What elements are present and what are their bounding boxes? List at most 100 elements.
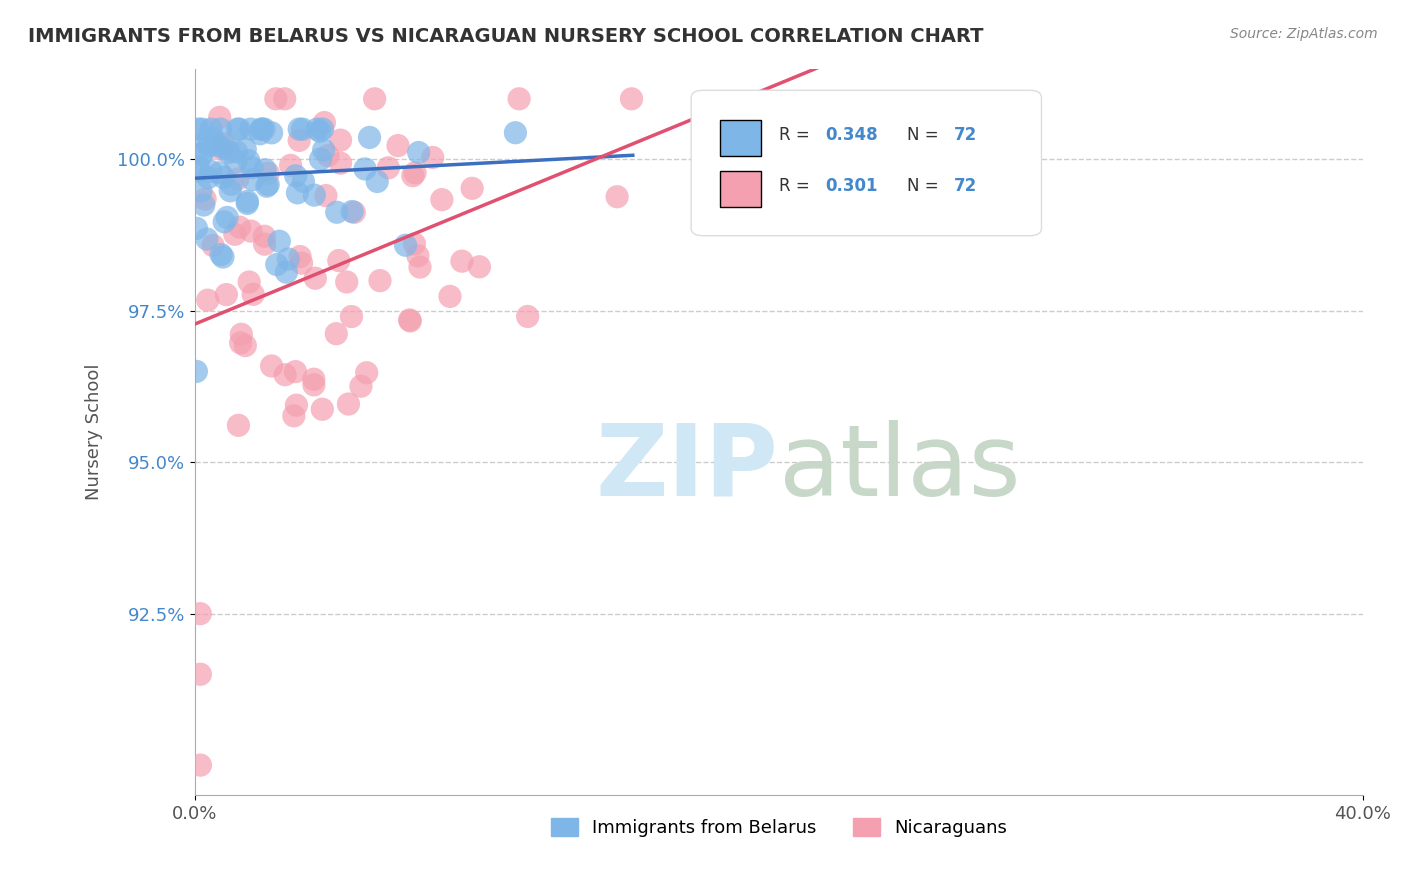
- Immigrants from Belarus: [212, 250, 235, 264]
- Nicaraguans: [231, 327, 253, 342]
- Text: 0.301: 0.301: [825, 178, 877, 195]
- Nicaraguans: [228, 418, 250, 433]
- Nicaraguans: [328, 253, 350, 268]
- Immigrants from Belarus: [253, 122, 276, 136]
- Nicaraguans: [280, 158, 302, 172]
- Nicaraguans: [337, 397, 360, 411]
- Immigrants from Belarus: [312, 143, 335, 157]
- Immigrants from Belarus: [287, 186, 309, 200]
- Nicaraguans: [336, 275, 359, 289]
- Nicaraguans: [329, 156, 352, 170]
- Nicaraguans: [398, 313, 420, 327]
- Nicaraguans: [208, 111, 231, 125]
- Immigrants from Belarus: [233, 142, 256, 156]
- Immigrants from Belarus: [408, 145, 430, 160]
- Text: N =: N =: [907, 127, 943, 145]
- Immigrants from Belarus: [236, 194, 259, 209]
- Immigrants from Belarus: [292, 174, 315, 188]
- Immigrants from Belarus: [309, 152, 332, 166]
- Nicaraguans: [190, 758, 212, 772]
- Nicaraguans: [329, 133, 352, 147]
- Nicaraguans: [325, 326, 347, 341]
- Nicaraguans: [257, 166, 280, 180]
- Nicaraguans: [194, 192, 217, 206]
- Immigrants from Belarus: [284, 169, 307, 183]
- Nicaraguans: [508, 92, 530, 106]
- Nicaraguans: [430, 193, 453, 207]
- Nicaraguans: [288, 133, 311, 147]
- Immigrants from Belarus: [191, 147, 214, 161]
- Nicaraguans: [253, 229, 276, 244]
- Nicaraguans: [229, 335, 252, 350]
- Immigrants from Belarus: [200, 164, 222, 178]
- Immigrants from Belarus: [197, 170, 219, 185]
- Immigrants from Belarus: [226, 122, 249, 136]
- Immigrants from Belarus: [249, 127, 271, 141]
- Nicaraguans: [422, 151, 444, 165]
- Immigrants from Belarus: [242, 172, 264, 186]
- Immigrants from Belarus: [209, 122, 232, 136]
- Immigrants from Belarus: [187, 164, 209, 178]
- Immigrants from Belarus: [250, 122, 273, 136]
- FancyBboxPatch shape: [720, 171, 761, 207]
- Nicaraguans: [468, 260, 491, 274]
- Nicaraguans: [215, 287, 238, 301]
- Immigrants from Belarus: [195, 232, 218, 246]
- Text: 0.348: 0.348: [825, 127, 879, 145]
- Immigrants from Belarus: [212, 215, 235, 229]
- Nicaraguans: [406, 249, 429, 263]
- Immigrants from Belarus: [228, 122, 250, 136]
- Nicaraguans: [451, 254, 474, 268]
- Nicaraguans: [314, 115, 336, 129]
- Nicaraguans: [264, 92, 287, 106]
- Text: R =: R =: [779, 178, 814, 195]
- Nicaraguans: [363, 92, 385, 106]
- Immigrants from Belarus: [225, 145, 247, 159]
- Immigrants from Belarus: [366, 174, 388, 188]
- Nicaraguans: [290, 256, 312, 270]
- Nicaraguans: [238, 275, 260, 289]
- Immigrants from Belarus: [209, 166, 232, 180]
- Immigrants from Belarus: [190, 122, 212, 136]
- Text: N =: N =: [907, 178, 943, 195]
- Immigrants from Belarus: [187, 122, 209, 136]
- Immigrants from Belarus: [257, 178, 280, 192]
- Immigrants from Belarus: [354, 161, 377, 176]
- Nicaraguans: [399, 314, 422, 328]
- Text: 72: 72: [953, 178, 977, 195]
- Immigrants from Belarus: [221, 178, 243, 192]
- Immigrants from Belarus: [217, 211, 239, 225]
- Immigrants from Belarus: [200, 122, 222, 136]
- Nicaraguans: [228, 220, 250, 235]
- Immigrants from Belarus: [505, 126, 527, 140]
- Immigrants from Belarus: [197, 138, 219, 153]
- Nicaraguans: [285, 398, 308, 412]
- Immigrants from Belarus: [209, 247, 232, 261]
- Nicaraguans: [188, 607, 211, 621]
- Immigrants from Belarus: [191, 146, 214, 161]
- Immigrants from Belarus: [326, 205, 349, 219]
- Nicaraguans: [368, 274, 391, 288]
- FancyBboxPatch shape: [720, 120, 761, 156]
- Nicaraguans: [340, 310, 363, 324]
- Text: IMMIGRANTS FROM BELARUS VS NICARAGUAN NURSERY SCHOOL CORRELATION CHART: IMMIGRANTS FROM BELARUS VS NICARAGUAN NU…: [28, 27, 984, 45]
- Immigrants from Belarus: [238, 153, 260, 168]
- Immigrants from Belarus: [359, 130, 381, 145]
- Nicaraguans: [350, 379, 373, 393]
- Immigrants from Belarus: [276, 265, 298, 279]
- Immigrants from Belarus: [311, 122, 333, 136]
- Nicaraguans: [343, 205, 366, 219]
- Immigrants from Belarus: [269, 234, 291, 248]
- Nicaraguans: [242, 287, 264, 301]
- FancyBboxPatch shape: [692, 90, 1042, 235]
- Nicaraguans: [274, 368, 297, 382]
- Nicaraguans: [224, 227, 246, 242]
- Immigrants from Belarus: [308, 124, 330, 138]
- Nicaraguans: [377, 161, 399, 175]
- Immigrants from Belarus: [260, 126, 283, 140]
- Nicaraguans: [288, 250, 311, 264]
- Immigrants from Belarus: [186, 364, 208, 378]
- Immigrants from Belarus: [304, 188, 326, 202]
- Text: ZIP: ZIP: [596, 420, 779, 516]
- Y-axis label: Nursery School: Nursery School: [86, 364, 103, 500]
